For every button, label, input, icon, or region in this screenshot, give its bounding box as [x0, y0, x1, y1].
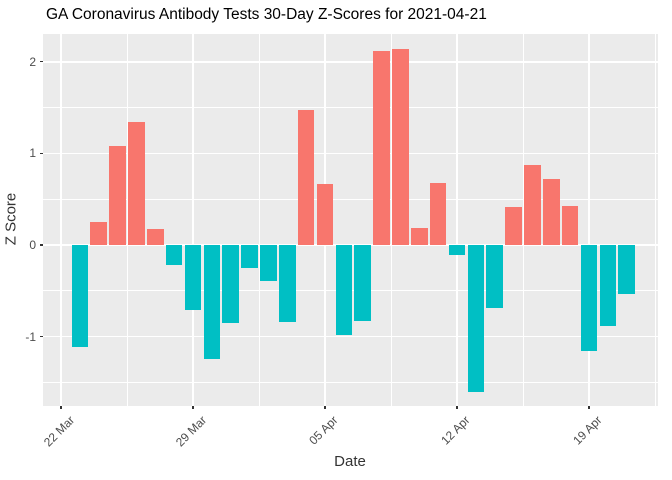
bar-2021-03-24 — [90, 222, 107, 245]
bar-2021-04-15 — [505, 207, 522, 245]
x-tick-mark — [456, 405, 458, 409]
y-minor-gridline — [43, 382, 658, 383]
bar-2021-04-07 — [354, 245, 371, 321]
y-tick-mark — [39, 61, 43, 63]
x-minor-gridline — [258, 33, 260, 406]
y-minor-gridline — [43, 107, 658, 109]
bar-2021-04-05 — [316, 183, 334, 245]
x-tick-mark — [588, 405, 590, 409]
x-tick-label: 05 Apr — [306, 412, 341, 447]
x-minor-gridline — [390, 33, 392, 406]
x-major-gridline — [60, 33, 62, 406]
bar-2021-03-23 — [71, 245, 89, 347]
x-minor-gridline — [126, 33, 128, 406]
bar-2021-04-11 — [429, 182, 447, 245]
y-tick-mark — [39, 335, 43, 338]
bar-2021-03-27 — [146, 228, 164, 245]
x-tick-mark — [60, 405, 62, 409]
bar-2021-04-10 — [410, 227, 428, 245]
bar-2021-04-08 — [373, 50, 390, 245]
bar-2021-04-09 — [392, 49, 409, 245]
x-major-gridline — [588, 33, 590, 406]
bar-2021-04-01 — [241, 245, 258, 268]
x-minor-gridline — [522, 33, 524, 406]
bar-2021-04-04 — [297, 110, 315, 245]
y-major-gridline — [43, 244, 658, 246]
bar-2021-03-28 — [165, 245, 183, 266]
y-tick-label: -1 — [25, 329, 36, 344]
bar-2021-03-31 — [222, 245, 239, 323]
x-major-gridline — [456, 33, 458, 406]
bar-2021-03-30 — [203, 245, 221, 360]
bar-2021-04-21 — [618, 245, 635, 294]
bar-2021-04-06 — [335, 245, 353, 335]
y-major-gridline — [43, 335, 658, 338]
x-tick-mark — [192, 405, 194, 409]
y-tick-mark — [39, 244, 43, 246]
y-tick-label: 1 — [29, 146, 36, 161]
x-minor-gridline — [654, 33, 656, 406]
y-major-gridline — [43, 61, 658, 63]
x-tick-label: 22 Mar — [40, 412, 77, 449]
bar-2021-03-29 — [184, 245, 202, 310]
bar-2021-04-16 — [524, 165, 541, 245]
y-tick-label: 2 — [29, 54, 36, 69]
bar-2021-04-19 — [580, 245, 598, 352]
bar-2021-04-18 — [561, 205, 579, 245]
bar-2021-04-14 — [486, 245, 503, 309]
x-tick-label: 12 Apr — [438, 412, 473, 447]
x-tick-mark — [324, 405, 326, 409]
bar-2021-04-20 — [599, 245, 617, 327]
bar-2021-03-26 — [128, 122, 145, 245]
bar-2021-04-17 — [542, 179, 560, 245]
bar-2021-04-12 — [448, 245, 466, 256]
bar-2021-04-03 — [278, 245, 296, 322]
y-minor-gridline — [43, 198, 658, 200]
bar-2021-03-25 — [109, 146, 126, 245]
bar-2021-04-02 — [260, 245, 277, 281]
y-major-gridline — [43, 152, 658, 155]
x-major-gridline — [192, 33, 194, 406]
y-tick-mark — [39, 152, 43, 155]
y-tick-label: 0 — [29, 238, 36, 252]
bar-2021-04-13 — [467, 245, 485, 392]
chart-title: GA Coronavirus Antibody Tests 30-Day Z-S… — [46, 6, 487, 23]
x-axis-title: Date — [334, 453, 366, 470]
x-tick-label: 29 Mar — [172, 412, 209, 449]
x-tick-label: 19 Apr — [570, 412, 605, 447]
